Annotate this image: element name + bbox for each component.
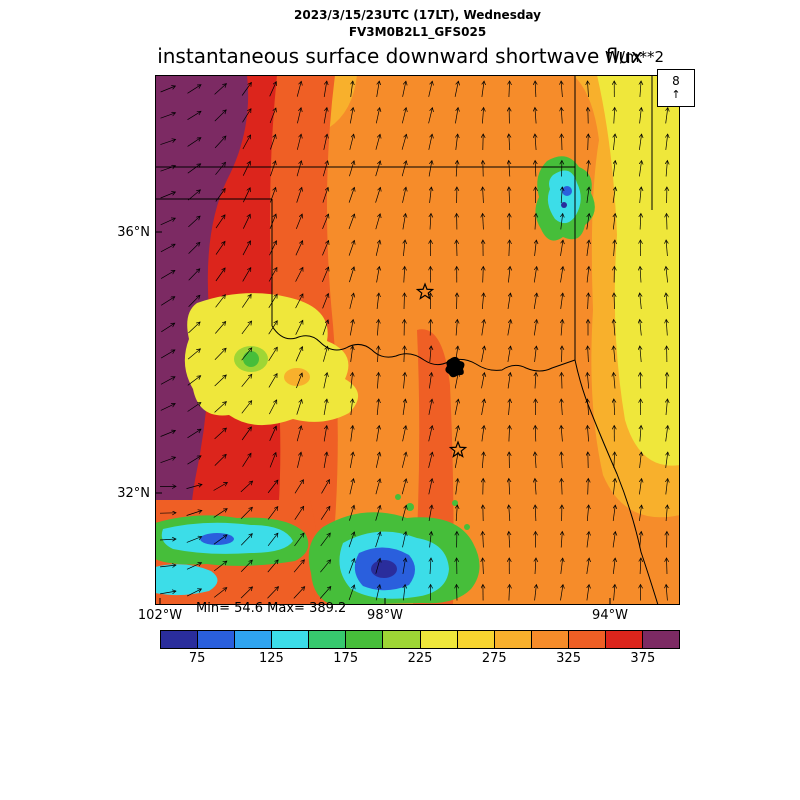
colorbar-cell [271,630,310,649]
datetime-title: 2023/3/15/23UTC (17LT), Wednesday [294,8,541,22]
region-green-speckle [406,503,414,511]
region-amber-spot [284,368,310,386]
colorbar-cell [642,630,681,649]
lon-tick-94w: 94°W [592,608,628,623]
colorbar-cell [419,630,458,649]
region-ne-cloud-cyan [547,170,581,224]
colorbar-tick-label: 225 [407,651,433,666]
colorbar [160,630,681,649]
model-title: FV3M0B2L1_GFS025 [348,25,487,39]
colorbar-cell [456,630,495,649]
region-green-speckle [464,524,470,530]
colorbar-tick-label: 325 [556,651,581,666]
colorbar-cell [308,630,347,649]
region-ne-cloud-navy [561,202,567,208]
region-sc-cloud-navy [371,560,397,578]
colorbar-cell [382,630,421,649]
units-label: W/m**2 [605,48,665,66]
wind-reference-key: 8 ↑ [657,69,695,107]
flux-map [155,75,680,605]
colorbar-cell [234,630,273,649]
colorbar-cell [160,630,199,649]
colorbar-cell [530,630,569,649]
map-area: 8 ↑ [155,69,695,605]
colorbar-cell [345,630,384,649]
star-marker [415,282,435,300]
min-max-stats: Min= 54.6 Max= 389.2 [196,601,347,616]
colorbar-tick-row: 75 125 175 225 275 325 375 [160,651,680,667]
plot-title: instantaneous surface downward shortwave… [157,44,643,68]
map-frame [155,75,680,605]
colorbar-cell [493,630,532,649]
colorbar-tick-label: 275 [481,651,507,666]
colorbar-tick-label: 375 [630,651,656,666]
region-green-speckle [395,494,401,500]
region-sw-corner-cyan [155,564,218,596]
lon-tick-98w: 98°W [367,608,403,623]
region-green-spot [243,351,259,367]
region-green-speckle [435,520,441,526]
state-borders [155,75,659,605]
region-sw-cloud-blue [200,533,234,545]
title-block: 2023/3/15/23UTC (17LT), Wednesday FV3M0B… [155,8,680,39]
region-ne-cloud-blue [562,186,572,196]
lat-tick-32n: 32°N [117,486,150,501]
colorbar-tick-label: 125 [259,651,284,666]
colorbar-cell [604,630,644,649]
region-midwest-yellow-patch [184,293,359,426]
colorbar-tick-label: 175 [333,651,359,666]
wind-reference-value: 8 [672,74,680,89]
wind-reference-arrow-icon: ↑ [671,87,681,101]
axis-ticks [155,231,611,605]
star-marker [448,440,468,458]
wind-arrows [159,81,668,601]
lon-tick-102w: 102°W [137,608,183,623]
colorbar-cell [197,630,236,649]
colorbar-cell [567,630,606,649]
colorbar-tick-label: 75 [188,651,206,666]
lat-tick-36n: 36°N [117,225,150,240]
